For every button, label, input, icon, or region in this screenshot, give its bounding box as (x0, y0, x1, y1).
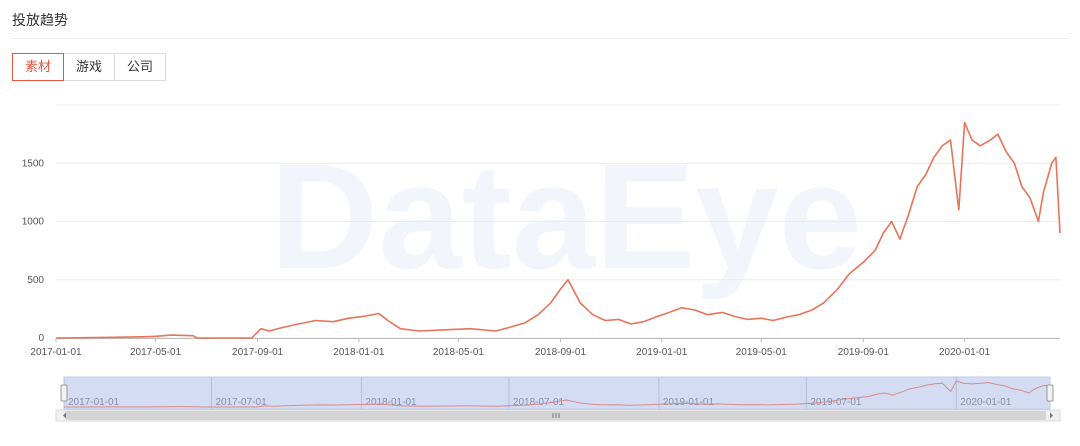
tab-company[interactable]: 公司 (115, 53, 167, 81)
zoom-handle-left[interactable] (60, 384, 68, 402)
zoom-slider[interactable]: 2017-01-01 2017-07-01 2018-01-01 2018-07-01… (55, 376, 1061, 422)
x-tick-label: 2018-05-01 (433, 347, 485, 358)
x-tick-label: 2018-01-01 (333, 347, 385, 358)
x-tick-label: 2019-05-01 (736, 347, 788, 358)
x-tick-label: 2017-05-01 (130, 347, 182, 358)
x-axis: 2017-01-01 2017-05-01 2017-09-01 2018-01-01… (30, 338, 1060, 358)
zoom-tick-label: 2018-01-01 (365, 397, 417, 408)
zoom-tick-label: 2017-01-01 (68, 397, 120, 408)
title-divider (12, 38, 1068, 39)
series-line (55, 121, 1061, 339)
tab-group: 素材 游戏 公司 (12, 53, 167, 81)
x-tick-label: 2018-09-01 (535, 347, 587, 358)
zoom-tick-label: 2018-07-01 (513, 397, 565, 408)
tab-game[interactable]: 游戏 (64, 53, 116, 81)
y-tick-label: 500 (27, 275, 44, 286)
scroll-right-arrow-icon[interactable] (1050, 412, 1053, 419)
y-tick-label: 1500 (22, 158, 45, 169)
scroll-left-arrow-icon[interactable] (63, 412, 66, 419)
x-tick-label: 2020-01-01 (939, 347, 991, 358)
x-tick-label: 2017-09-01 (232, 347, 284, 358)
y-tick-label: 0 (38, 333, 44, 344)
zoom-series-line (63, 380, 1051, 408)
tab-material[interactable]: 素材 (12, 53, 65, 81)
watermark: DataEye (270, 132, 862, 300)
y-tick-label: 1000 (22, 217, 45, 228)
zoom-tick-label: 2020-01-01 (960, 397, 1012, 408)
x-tick-label: 2019-09-01 (838, 347, 890, 358)
zoom-tick-label: 2019-07-01 (810, 397, 862, 408)
x-tick-label: 2019-01-01 (636, 347, 688, 358)
y-axis: 0 500 1000 1500 (22, 158, 45, 344)
zoom-handle-right[interactable] (1046, 384, 1054, 402)
series-layer (55, 121, 1061, 339)
zoom-tick-label: 2019-01-01 (663, 397, 715, 408)
grip-icon (552, 413, 560, 418)
zoom-tick-label: 2017-07-01 (215, 397, 267, 408)
panel-title: 投放趋势 (12, 12, 68, 28)
x-tick-label: 2017-01-01 (30, 347, 82, 358)
